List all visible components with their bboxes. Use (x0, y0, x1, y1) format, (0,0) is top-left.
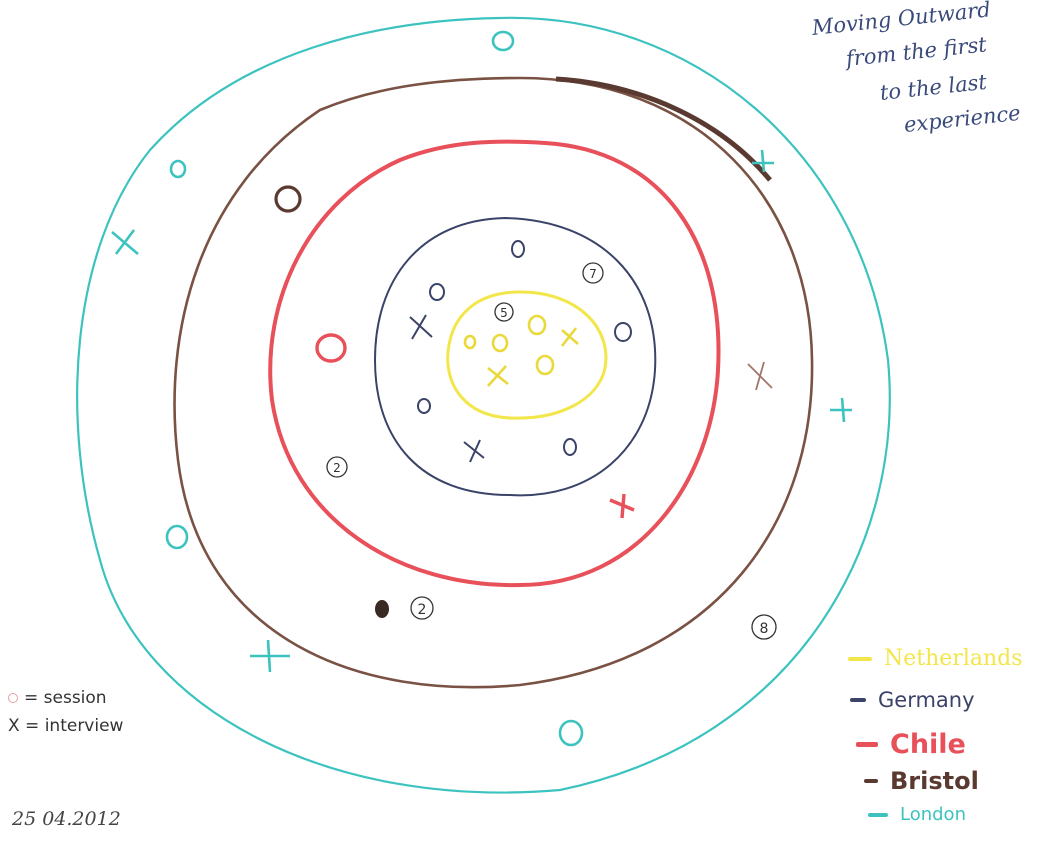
interview-mark (609, 493, 635, 519)
badge-bristol-left: 2 (418, 602, 427, 618)
bristol-marks (274, 185, 773, 391)
legend-swatch (850, 698, 866, 702)
session-mark (563, 438, 577, 456)
legend-item-london: London (868, 804, 966, 825)
ring-chile (268, 139, 721, 588)
session-mark (274, 185, 302, 213)
session-mark (417, 398, 431, 414)
germany-marks (409, 240, 632, 463)
legend-swatch (856, 742, 878, 747)
session-symbol (8, 693, 18, 703)
badge-bristol-right: 8 (760, 621, 769, 637)
session-mark (491, 30, 515, 52)
interview-mark (747, 361, 773, 391)
badge-chile: 2 (333, 461, 341, 475)
badge-circle-bristol-right (751, 614, 777, 640)
key-interview: X = interview (8, 716, 124, 736)
interview-mark (830, 397, 852, 423)
netherlands-marks (463, 314, 579, 387)
legend-item-germany: Germany (850, 688, 975, 712)
chile-marks (315, 333, 635, 519)
legend-item-bristol: Bristol (864, 767, 979, 795)
legend-swatch (864, 779, 878, 783)
badge-circle-germany (582, 262, 604, 284)
session-mark (165, 524, 189, 550)
legend-label: Netherlands (884, 646, 1023, 671)
legend-label: Chile (890, 729, 966, 760)
interview-mark (560, 327, 579, 347)
session-mark (491, 333, 509, 353)
interview-mark (250, 639, 290, 673)
legend-item-chile: Chile (856, 729, 966, 760)
ring-london (76, 16, 891, 794)
ring-bristol-thick (555, 76, 772, 182)
key-session-label: = session (24, 688, 107, 708)
legend-label: Bristol (890, 767, 979, 795)
ring-netherlands (446, 290, 608, 420)
session-mark (315, 333, 347, 363)
diagram-date: 25 04.2012 (12, 808, 121, 830)
badge-circle-netherlands (494, 302, 514, 322)
legend-label: Germany (878, 688, 975, 712)
filled-session-mark (375, 600, 389, 618)
legend-item-netherlands: Netherlands (848, 646, 1023, 671)
interview-mark (111, 229, 139, 255)
session-mark (527, 314, 547, 336)
legend-swatch (868, 812, 888, 817)
legend-swatch (848, 656, 872, 661)
ring-bristol (173, 76, 814, 689)
key-session: = session (8, 688, 107, 708)
session-mark (511, 240, 525, 258)
interview-mark (463, 439, 485, 463)
interview-mark (487, 365, 509, 387)
interview-mark (409, 314, 433, 340)
legend-label: London (900, 804, 966, 825)
ring-germany (373, 216, 657, 497)
london-marks (111, 30, 852, 747)
badge-circle-bristol-left (410, 596, 434, 620)
session-mark (429, 283, 445, 301)
session-mark (614, 322, 632, 342)
session-mark (535, 354, 555, 376)
badge-germany: 7 (589, 267, 597, 281)
interview-mark (752, 149, 774, 173)
badge-circle-chile (326, 456, 348, 478)
session-mark (463, 334, 477, 350)
badge-netherlands: 5 (500, 306, 508, 320)
session-mark (558, 719, 584, 747)
session-mark (169, 159, 187, 179)
